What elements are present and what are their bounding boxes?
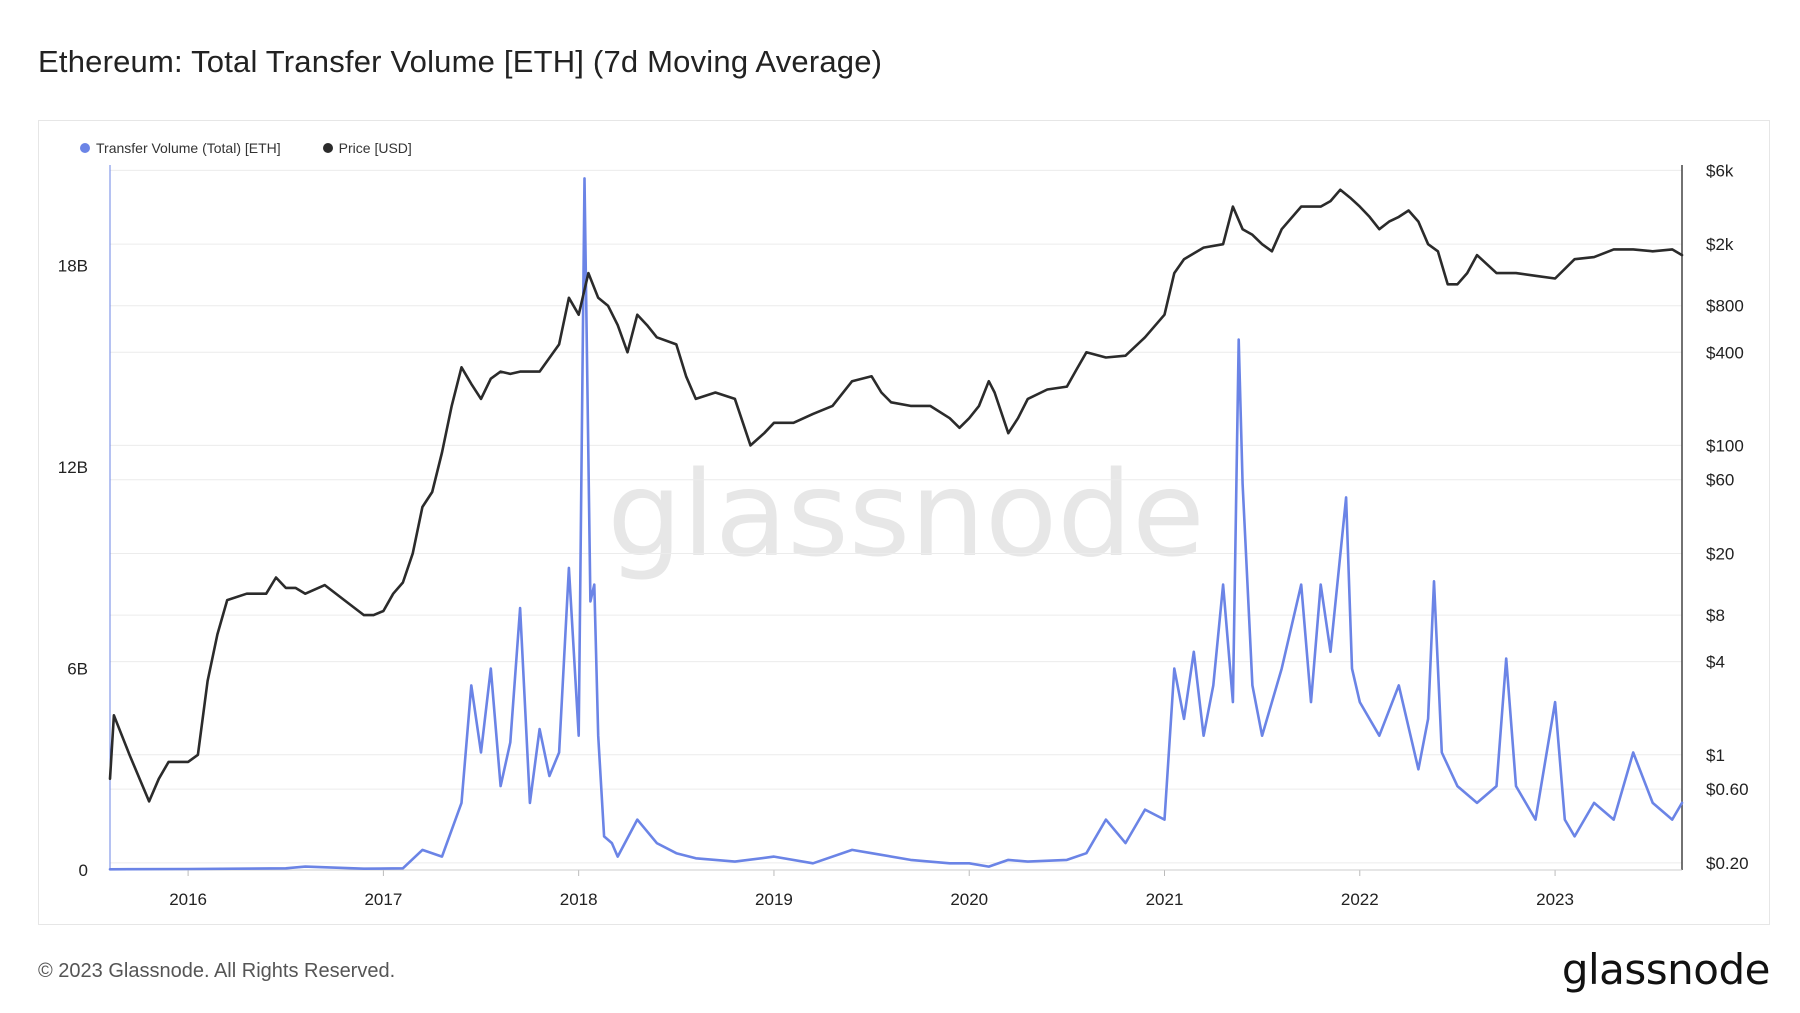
x-tick-label: 2018 bbox=[560, 890, 598, 909]
page-title: Ethereum: Total Transfer Volume [ETH] (7… bbox=[38, 44, 883, 79]
y-right-tick-label: $400 bbox=[1706, 343, 1744, 362]
y-right-tick-label: $8 bbox=[1706, 606, 1725, 625]
y-right-tick-label: $4 bbox=[1706, 653, 1725, 672]
x-tick-label: 2022 bbox=[1341, 890, 1379, 909]
x-tick-label: 2021 bbox=[1146, 890, 1184, 909]
legend-item-volume[interactable]: Transfer Volume (Total) [ETH] bbox=[80, 140, 281, 156]
copyright-text: © 2023 Glassnode. All Rights Reserved. bbox=[38, 960, 396, 982]
x-tick-label: 2016 bbox=[169, 890, 207, 909]
x-tick-label: 2020 bbox=[950, 890, 988, 909]
glassnode-logo: glassnode bbox=[1561, 945, 1771, 994]
watermark-text: glassnode bbox=[607, 445, 1204, 583]
y-right-tick-label: $6k bbox=[1706, 161, 1734, 180]
y-right-tick-label: $0.20 bbox=[1706, 854, 1749, 873]
series-transfer-volume-line bbox=[108, 177, 1684, 871]
y-right-tick-label: $2k bbox=[1706, 235, 1734, 254]
y-left-tick-label: 6B bbox=[67, 660, 88, 679]
y-left-tick-label: 12B bbox=[58, 458, 88, 477]
y-right-tick-label: $20 bbox=[1706, 545, 1734, 564]
y-right-tick-label: $1 bbox=[1706, 746, 1725, 765]
x-tick-label: 2017 bbox=[364, 890, 402, 909]
chart-panel bbox=[38, 120, 1770, 925]
x-tick-label: 2019 bbox=[755, 890, 793, 909]
y-right-tick-label: $800 bbox=[1706, 297, 1744, 316]
chart-legend: Transfer Volume (Total) [ETH] Price [USD… bbox=[80, 140, 412, 156]
legend-volume-dot-icon bbox=[80, 143, 90, 153]
legend-item-price[interactable]: Price [USD] bbox=[322, 140, 412, 156]
y-right-tick-label: $60 bbox=[1706, 471, 1734, 490]
x-tick-label: 2023 bbox=[1536, 890, 1574, 909]
y-left-tick-label: 0 bbox=[79, 861, 88, 880]
y-right-tick-label: $100 bbox=[1706, 436, 1744, 455]
y-right-tick-label: $0.60 bbox=[1706, 780, 1749, 799]
series-price-line bbox=[108, 188, 1684, 803]
y-left-tick-label: 18B bbox=[58, 257, 88, 276]
legend-volume-label: Transfer Volume (Total) [ETH] bbox=[96, 140, 281, 156]
legend-price-dot-icon bbox=[322, 143, 333, 153]
legend-price-label: Price [USD] bbox=[338, 140, 412, 156]
